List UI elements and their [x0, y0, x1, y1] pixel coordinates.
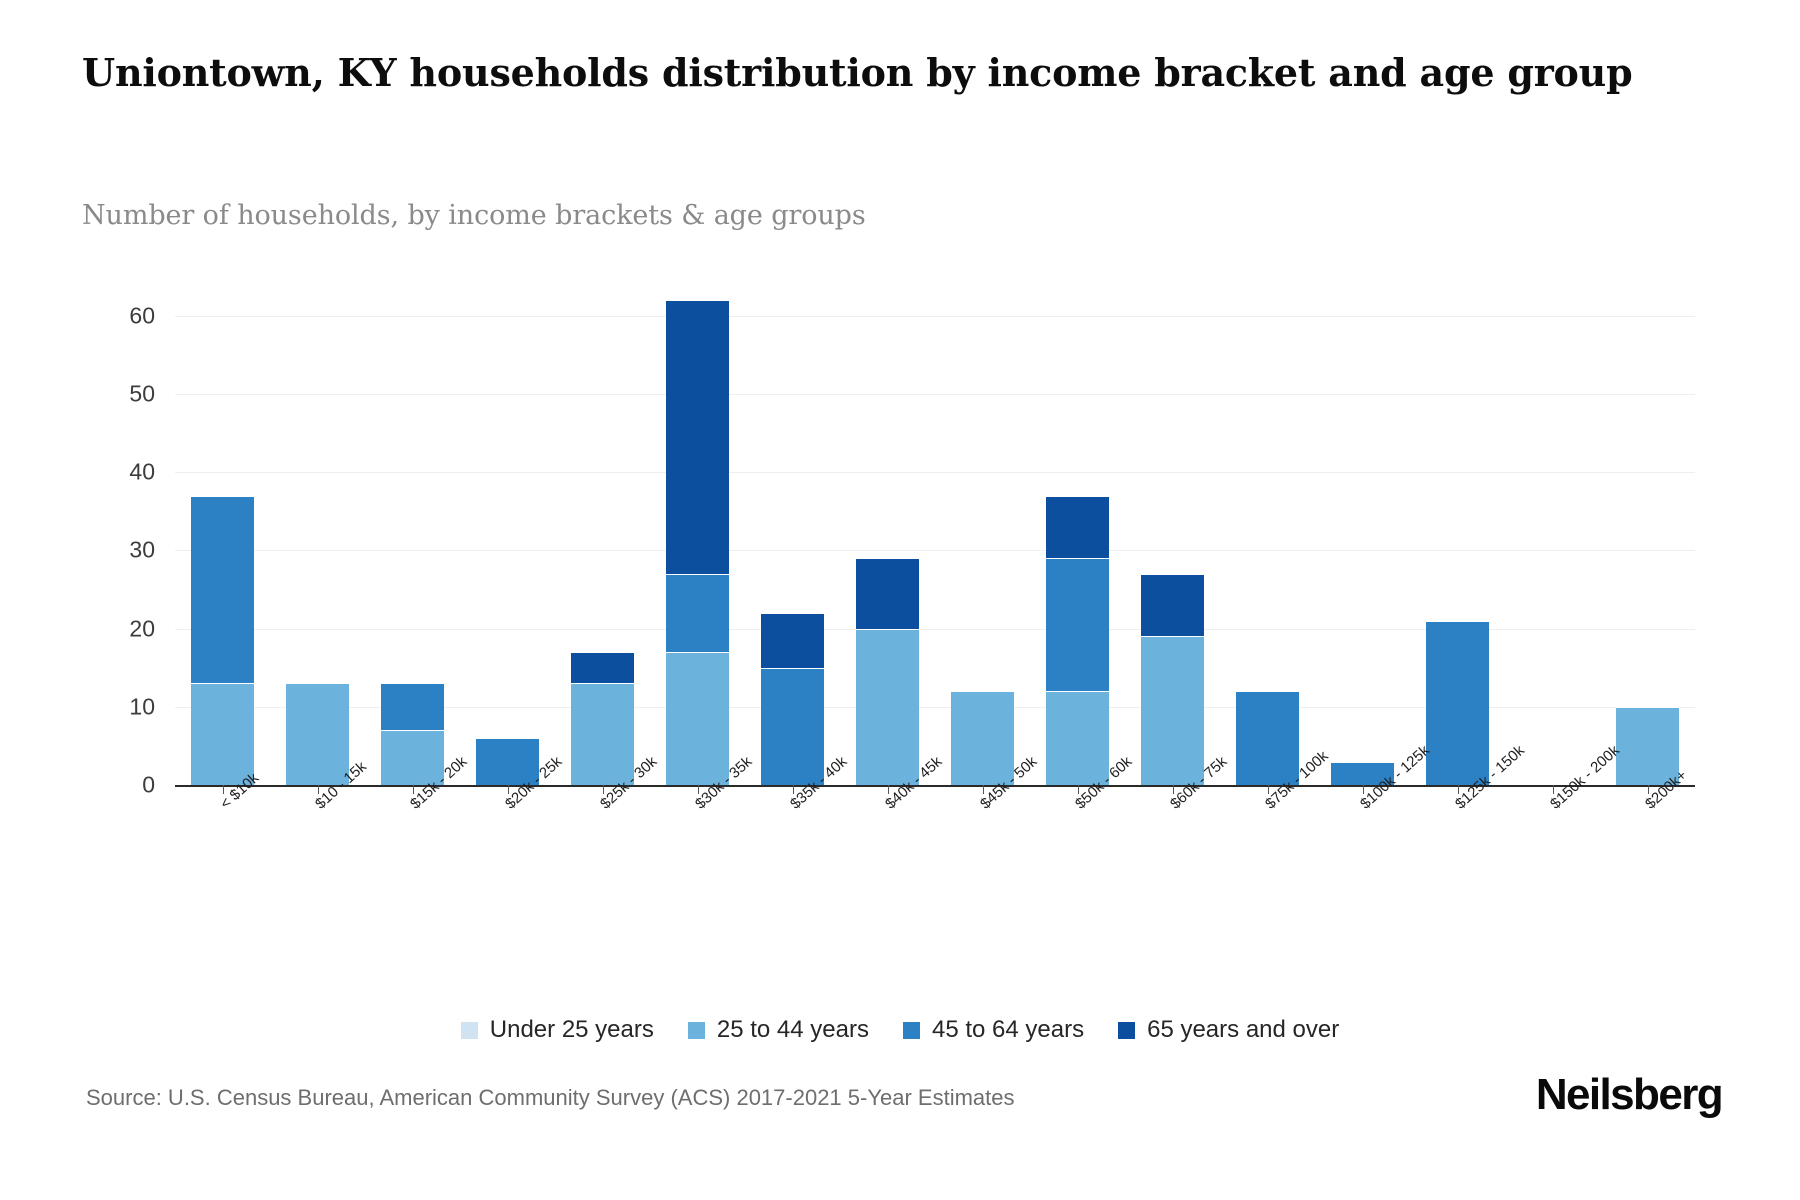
- plot-area: [175, 300, 1695, 785]
- bar-segment[interactable]: [1616, 706, 1679, 785]
- bar-segment[interactable]: [761, 667, 824, 785]
- y-axis-tick-label: 0: [142, 771, 155, 798]
- y-axis-tick-label: 10: [129, 693, 155, 720]
- gridline: [175, 393, 1695, 395]
- bar-segment[interactable]: [1141, 636, 1204, 785]
- bar-segment[interactable]: [1046, 558, 1109, 692]
- bar-segment[interactable]: [951, 691, 1014, 785]
- legend-item-label: 45 to 64 years: [931, 1016, 1085, 1043]
- legend-swatch-icon: [687, 1021, 705, 1039]
- bar-group[interactable]: [1046, 300, 1109, 785]
- y-axis-tick-label: 50: [129, 380, 155, 407]
- bar-segment[interactable]: [1141, 573, 1204, 637]
- bar-segment[interactable]: [761, 612, 824, 668]
- y-axis-tick-label: 60: [129, 302, 155, 329]
- legend-swatch-icon: [902, 1021, 920, 1039]
- gridline: [175, 628, 1695, 630]
- y-axis-tick-label: 20: [129, 615, 155, 642]
- bar-segment[interactable]: [191, 683, 254, 785]
- gridline: [175, 315, 1695, 317]
- x-axis-tick: [982, 785, 984, 794]
- legend-item-label: 65 years and over: [1147, 1016, 1340, 1043]
- bar-segment[interactable]: [476, 738, 539, 785]
- bar-segment[interactable]: [381, 730, 444, 785]
- legend-item-label: 25 to 44 years: [716, 1016, 869, 1043]
- bar-segment[interactable]: [1046, 495, 1109, 559]
- x-axis-tick: [1267, 785, 1269, 794]
- bar-group[interactable]: [571, 300, 634, 785]
- bar-group[interactable]: [666, 300, 729, 785]
- x-axis-tick: [222, 785, 224, 794]
- bar-group[interactable]: [191, 300, 254, 785]
- bar-segment[interactable]: [1331, 761, 1394, 785]
- y-axis-tick-label: 30: [129, 536, 155, 563]
- page-subtitle: Number of households, by income brackets…: [82, 200, 866, 231]
- legend-item[interactable]: 65 years and over: [1118, 1016, 1339, 1044]
- x-axis-tick: [1362, 785, 1364, 794]
- bar-group[interactable]: [1521, 300, 1584, 785]
- bar-group[interactable]: [856, 300, 919, 785]
- brand-logo: Neilsberg: [1535, 1070, 1724, 1119]
- x-axis-tick: [1457, 785, 1459, 794]
- x-axis-tick: [1647, 785, 1649, 794]
- bar-segment[interactable]: [1236, 691, 1299, 785]
- chart-legend: Under 25 years 25 to 44 years 45 to 64 yea…: [0, 1016, 1800, 1044]
- legend-item[interactable]: 45 to 64 years: [902, 1016, 1085, 1044]
- x-axis-tick: [1172, 785, 1174, 794]
- bar-segment[interactable]: [856, 628, 919, 785]
- bar-segment[interactable]: [1046, 691, 1109, 785]
- x-axis-tick: [317, 785, 319, 794]
- bar-group[interactable]: [1331, 300, 1394, 785]
- gridline: [175, 472, 1695, 474]
- bar-segment[interactable]: [191, 495, 254, 684]
- bar-segment[interactable]: [381, 683, 444, 731]
- bar-group[interactable]: [1236, 300, 1299, 785]
- bar-segment[interactable]: [571, 683, 634, 785]
- bar-group[interactable]: [761, 300, 824, 785]
- bar-group[interactable]: [951, 300, 1014, 785]
- legend-swatch-icon: [1118, 1021, 1136, 1039]
- legend-item[interactable]: Under 25 years: [460, 1016, 654, 1044]
- x-axis-tick: [887, 785, 889, 794]
- bar-group[interactable]: [1141, 300, 1204, 785]
- bar-segment[interactable]: [666, 652, 729, 785]
- bar-group[interactable]: [286, 300, 349, 785]
- legend-swatch-icon: [460, 1021, 478, 1039]
- x-axis-tick: [1552, 785, 1554, 794]
- page-title: Uniontown, KY households distribution by…: [82, 50, 1633, 95]
- bar-segment[interactable]: [666, 300, 729, 574]
- bar-segment[interactable]: [571, 652, 634, 684]
- gridline: [175, 706, 1695, 708]
- bar-segment[interactable]: [1426, 620, 1489, 785]
- x-axis-tick: [792, 785, 794, 794]
- y-axis-labels: 0 10 20 30 40 50 60: [85, 300, 155, 797]
- x-axis-tick: [507, 785, 509, 794]
- bar-group[interactable]: [1616, 300, 1679, 785]
- x-axis-tick: [1077, 785, 1079, 794]
- bar-segment[interactable]: [856, 558, 919, 629]
- y-axis-tick-label: 40: [129, 458, 155, 485]
- bar-segment[interactable]: [666, 573, 729, 653]
- legend-item-label: Under 25 years: [489, 1016, 654, 1043]
- gridline: [175, 550, 1695, 552]
- x-axis-tick: [602, 785, 604, 794]
- x-axis-tick: [412, 785, 414, 794]
- source-note: Source: U.S. Census Bureau, American Com…: [86, 1085, 1015, 1110]
- bar-group[interactable]: [381, 300, 444, 785]
- legend-item[interactable]: 25 to 44 years: [687, 1016, 869, 1044]
- x-axis-tick: [697, 785, 699, 794]
- bar-segment[interactable]: [286, 683, 349, 785]
- bar-group[interactable]: [476, 300, 539, 785]
- bar-group[interactable]: [1426, 300, 1489, 785]
- x-axis-line: [175, 785, 1695, 787]
